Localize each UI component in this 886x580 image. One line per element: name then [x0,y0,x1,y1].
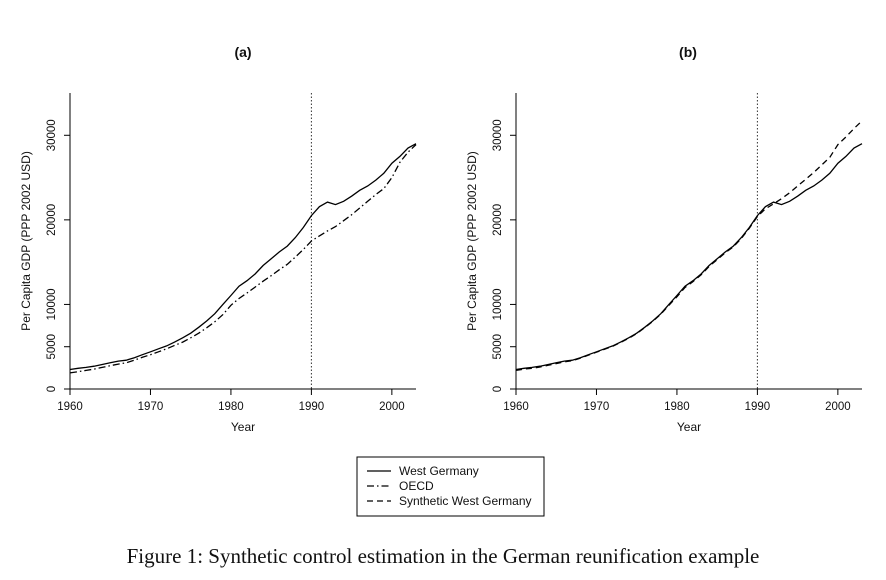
y-tick-label: 10000 [46,288,58,320]
x-tick-label: 1960 [503,401,529,413]
x-tick-label: 1980 [218,401,244,413]
panel-a: (a)1960 1970 1980 1990 200005000100002000030… [19,44,417,434]
y-tick-label: 30000 [492,119,504,151]
y-tick-label: 0 [46,386,58,392]
y-axis-label: Per Capita GDP (PPP 2002 USD) [19,151,33,331]
y-tick-label: 20000 [46,204,58,236]
legend-label: West Germany [399,464,479,478]
series-line-west-germany [515,143,863,371]
y-tick-label: 10000 [492,288,504,320]
legend-label: OECD [399,479,434,493]
x-tick-label: 1980 [664,401,690,413]
x-axis-label: Year [231,420,255,434]
x-tick-label: 2000 [379,401,405,413]
x-tick-label: 1990 [299,401,325,413]
y-tick-label: 0 [492,386,504,392]
series-line-west-germany [69,143,417,371]
figure-caption: Figure 1: Synthetic control estimation i… [126,544,760,568]
y-tick-label: 30000 [46,119,58,151]
y-tick-label: 20000 [492,204,504,236]
panel-title: (a) [234,44,251,60]
x-tick-label: 1970 [584,401,610,413]
y-axis-label: Per Capita GDP (PPP 2002 USD) [465,151,479,331]
panel-title: (b) [679,44,697,60]
x-tick-label: 1970 [138,401,164,413]
y-tick-label: 5000 [46,334,58,360]
series-line-oecd [69,144,417,374]
series-line-synthetic-west-germany [515,120,863,372]
x-tick-label: 2000 [825,401,851,413]
panel-b: (b)1960 1970 1980 1990 200005000100002000030… [465,44,863,434]
x-tick-label: 1990 [745,401,771,413]
x-tick-label: 1960 [57,401,83,413]
y-tick-label: 5000 [492,334,504,360]
legend-label: Synthetic West Germany [399,494,532,508]
x-axis-label: Year [677,420,701,434]
